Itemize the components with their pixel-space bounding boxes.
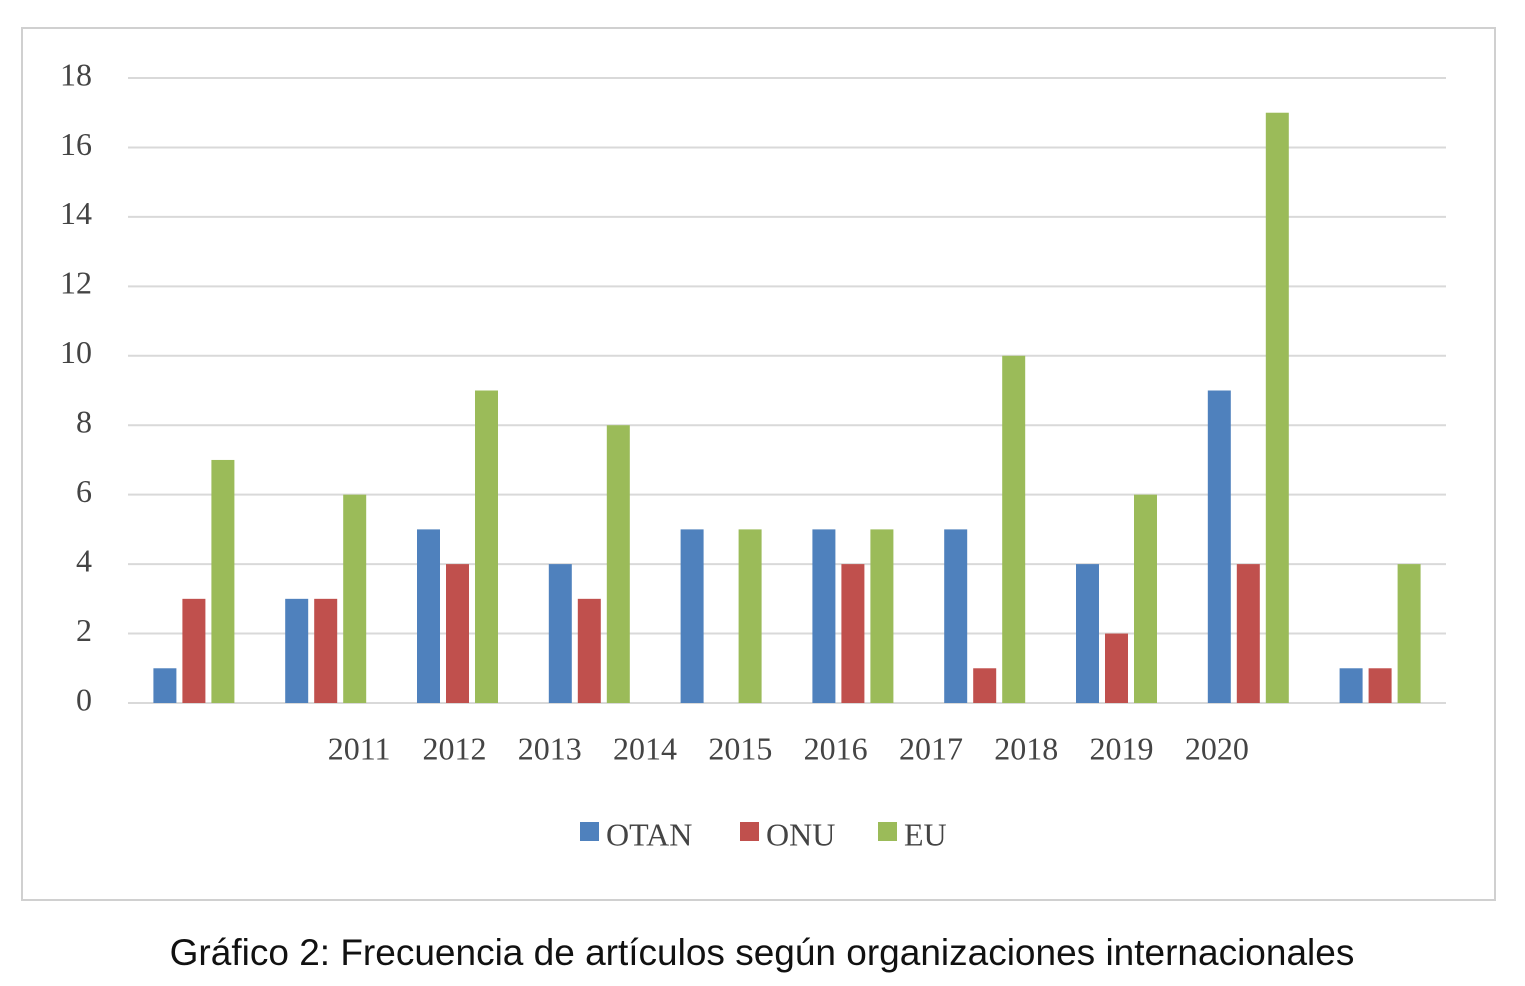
- x-tick-label: 2017: [899, 730, 963, 766]
- x-tick-label: 2016: [804, 730, 868, 766]
- x-tick-label: 2013: [518, 730, 582, 766]
- bar: [417, 529, 440, 703]
- bar: [738, 529, 762, 703]
- x-tick-label: 2011: [328, 730, 391, 766]
- chart-caption: Gráfico 2: Frecuencia de artículos según…: [170, 932, 1355, 973]
- bar: [1368, 668, 1392, 703]
- x-tick-label: 2020: [1185, 730, 1249, 766]
- bar: [944, 529, 968, 703]
- bar: [1002, 355, 1026, 703]
- y-tick-label: 14: [60, 195, 92, 231]
- y-tick-label: 4: [76, 542, 92, 578]
- x-tick-label: 2012: [422, 730, 486, 766]
- bar: [314, 598, 338, 703]
- bar: [973, 668, 997, 703]
- y-tick-label: 6: [76, 473, 92, 509]
- bar: [1236, 564, 1260, 703]
- x-tick-label: 2018: [994, 730, 1058, 766]
- y-tick-label: 8: [76, 404, 92, 440]
- bar: [680, 529, 704, 703]
- bar: [1207, 390, 1231, 703]
- bar: [182, 598, 206, 703]
- legend-swatch: [878, 822, 897, 841]
- y-tick-label: 2: [76, 612, 92, 648]
- y-tick-label: 16: [60, 126, 92, 162]
- bar: [343, 494, 367, 703]
- bar: [1397, 564, 1421, 703]
- bar: [1134, 494, 1157, 703]
- y-tick-label: 12: [60, 265, 92, 301]
- legend-label: EU: [904, 816, 947, 852]
- bar: [285, 598, 309, 703]
- x-tick-label: 2014: [613, 730, 677, 766]
- y-tick-label: 0: [76, 681, 92, 717]
- legend-label: ONU: [766, 816, 835, 852]
- bar: [475, 390, 498, 703]
- bar: [606, 425, 630, 703]
- x-tick-label: 2015: [708, 730, 772, 766]
- y-tick-label: 18: [60, 56, 92, 92]
- bar: [1076, 564, 1099, 703]
- bar: [1265, 112, 1289, 703]
- bar: [870, 529, 894, 703]
- bar: [211, 459, 235, 703]
- legend-label: OTAN: [606, 816, 692, 852]
- chart-frame: [21, 27, 1496, 901]
- bar: [1105, 633, 1128, 703]
- bar: [812, 529, 836, 703]
- bar: [577, 598, 601, 703]
- legend-swatch: [740, 822, 759, 841]
- bar: [446, 564, 469, 703]
- x-tick-label: 2019: [1090, 730, 1154, 766]
- bar: [153, 668, 177, 703]
- bar: [841, 564, 865, 703]
- y-tick-label: 10: [60, 334, 92, 370]
- bar: [548, 564, 572, 703]
- bar: [1339, 668, 1363, 703]
- legend-swatch: [580, 822, 599, 841]
